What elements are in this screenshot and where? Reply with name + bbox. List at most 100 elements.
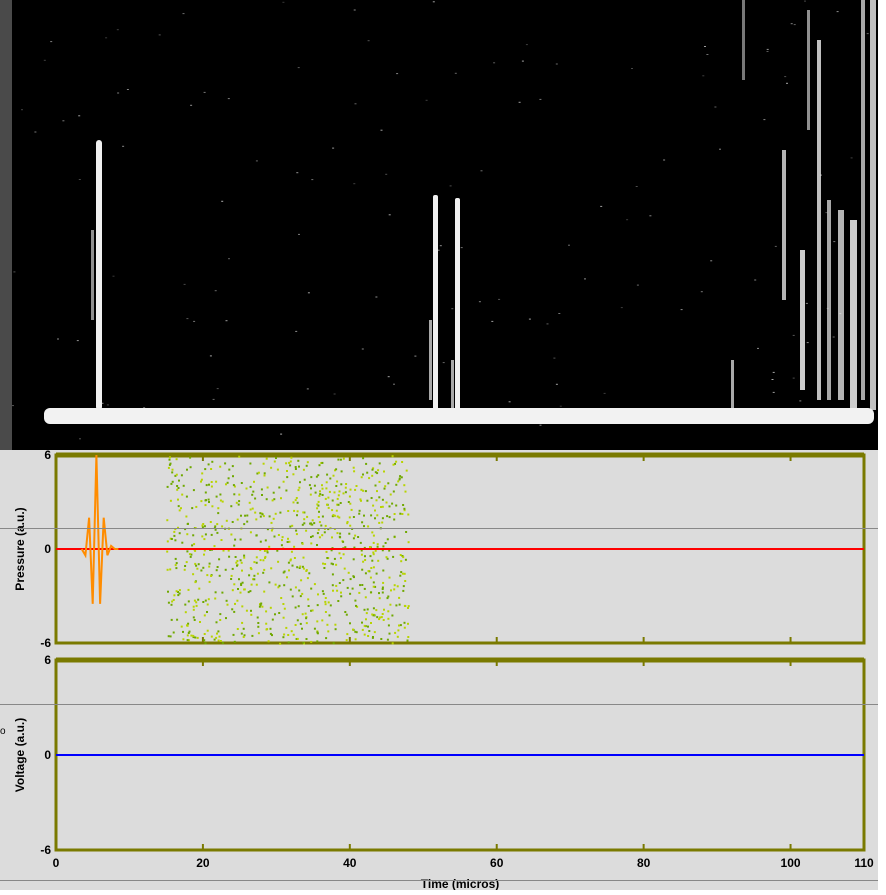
scatter-point [238, 493, 241, 496]
scatter-point [240, 632, 243, 635]
scatter-point [196, 567, 199, 570]
scatter-point [381, 505, 384, 508]
noise-speck [772, 391, 775, 393]
noise-speck [786, 82, 788, 84]
scatter-point [197, 598, 200, 601]
scatter-point [234, 538, 237, 541]
scatter-point [203, 549, 206, 552]
scatter-point [217, 512, 220, 515]
scatter-point [299, 622, 302, 625]
scatter-point [298, 465, 300, 468]
scatter-point [282, 603, 285, 605]
scatter-point [384, 542, 387, 544]
scatter-point [169, 635, 172, 638]
scatter-point [249, 531, 252, 534]
x-tick-label: 20 [196, 856, 210, 870]
scatter-point [401, 572, 404, 575]
scatter-point [266, 551, 269, 554]
scatter-point [302, 468, 305, 471]
scatter-point [242, 636, 245, 638]
scatter-point [398, 603, 401, 606]
scatter-point [177, 591, 179, 593]
scatter-point [352, 558, 355, 561]
scatter-point [184, 528, 187, 531]
scatter-point [285, 626, 288, 629]
scatter-point [250, 613, 253, 616]
scatter-point [386, 597, 389, 600]
scatter-point [318, 510, 320, 513]
scatter-point [388, 549, 391, 552]
scatter-point [305, 622, 308, 625]
scatter-point [371, 636, 374, 639]
noise-speck [793, 24, 796, 26]
scatter-point [371, 468, 374, 471]
scatter-point [374, 509, 376, 512]
scatter-point [249, 485, 252, 488]
noise-speck [432, 1, 435, 3]
scatter-point [203, 614, 206, 617]
noise-speck [375, 296, 378, 298]
scatter-point [324, 603, 327, 606]
scatter-point [328, 614, 331, 617]
scatter-point [337, 600, 340, 602]
scatter-point [254, 497, 257, 500]
scatter-point [176, 488, 179, 491]
scatter-point [182, 638, 185, 641]
scatter-point [263, 550, 266, 552]
scatter-point [255, 518, 258, 521]
scatter-point [203, 639, 206, 642]
scatter-point [217, 630, 220, 633]
scatter-point [361, 521, 364, 524]
streak [838, 210, 844, 400]
scatter-point [213, 545, 216, 548]
scatter-point [316, 544, 318, 546]
scatter-point [402, 504, 405, 506]
scatter-point [310, 587, 313, 590]
scatter-point [321, 484, 323, 487]
scatter-point [381, 586, 384, 589]
scatter-point [389, 493, 392, 496]
scatter-point [337, 503, 340, 506]
scatter-point [354, 488, 357, 491]
scatter-point [342, 540, 345, 543]
scatter-point [327, 506, 330, 509]
streak [455, 198, 460, 410]
scatter-point [186, 634, 189, 637]
noise-speck [255, 160, 258, 162]
scatter-point [257, 471, 260, 474]
scatter-point [187, 632, 190, 634]
noise-speck [704, 46, 706, 47]
scatter-point [203, 633, 206, 635]
scatter-point [389, 603, 392, 606]
noise-speck [757, 347, 759, 349]
scatter-point [309, 522, 312, 525]
scatter-point [181, 541, 184, 544]
scatter-point [174, 474, 177, 477]
streak [96, 140, 102, 410]
scatter-point [273, 460, 276, 463]
scatter-point [403, 484, 406, 487]
scatter-point [388, 505, 391, 508]
scatter-point [321, 487, 324, 490]
scatter-point [340, 483, 343, 486]
scatter-point [216, 531, 219, 534]
noise-speck [832, 336, 835, 338]
scatter-point [195, 601, 198, 604]
scatter-point [305, 638, 308, 640]
scatter-point [338, 552, 341, 555]
scatter-point [377, 469, 380, 472]
scatter-point [231, 521, 234, 523]
scatter-point [210, 468, 213, 470]
scatter-point [370, 514, 373, 517]
scatter-point [210, 485, 213, 488]
scatter-point [377, 559, 380, 562]
y-tick-label: 6 [44, 450, 51, 462]
scatter-point [335, 485, 338, 487]
scatter-point [166, 540, 169, 543]
scatter-point [220, 539, 223, 541]
scatter-point [289, 525, 292, 528]
scatter-point [296, 566, 299, 569]
scatter-point [193, 619, 196, 621]
scatter-point [335, 509, 338, 512]
